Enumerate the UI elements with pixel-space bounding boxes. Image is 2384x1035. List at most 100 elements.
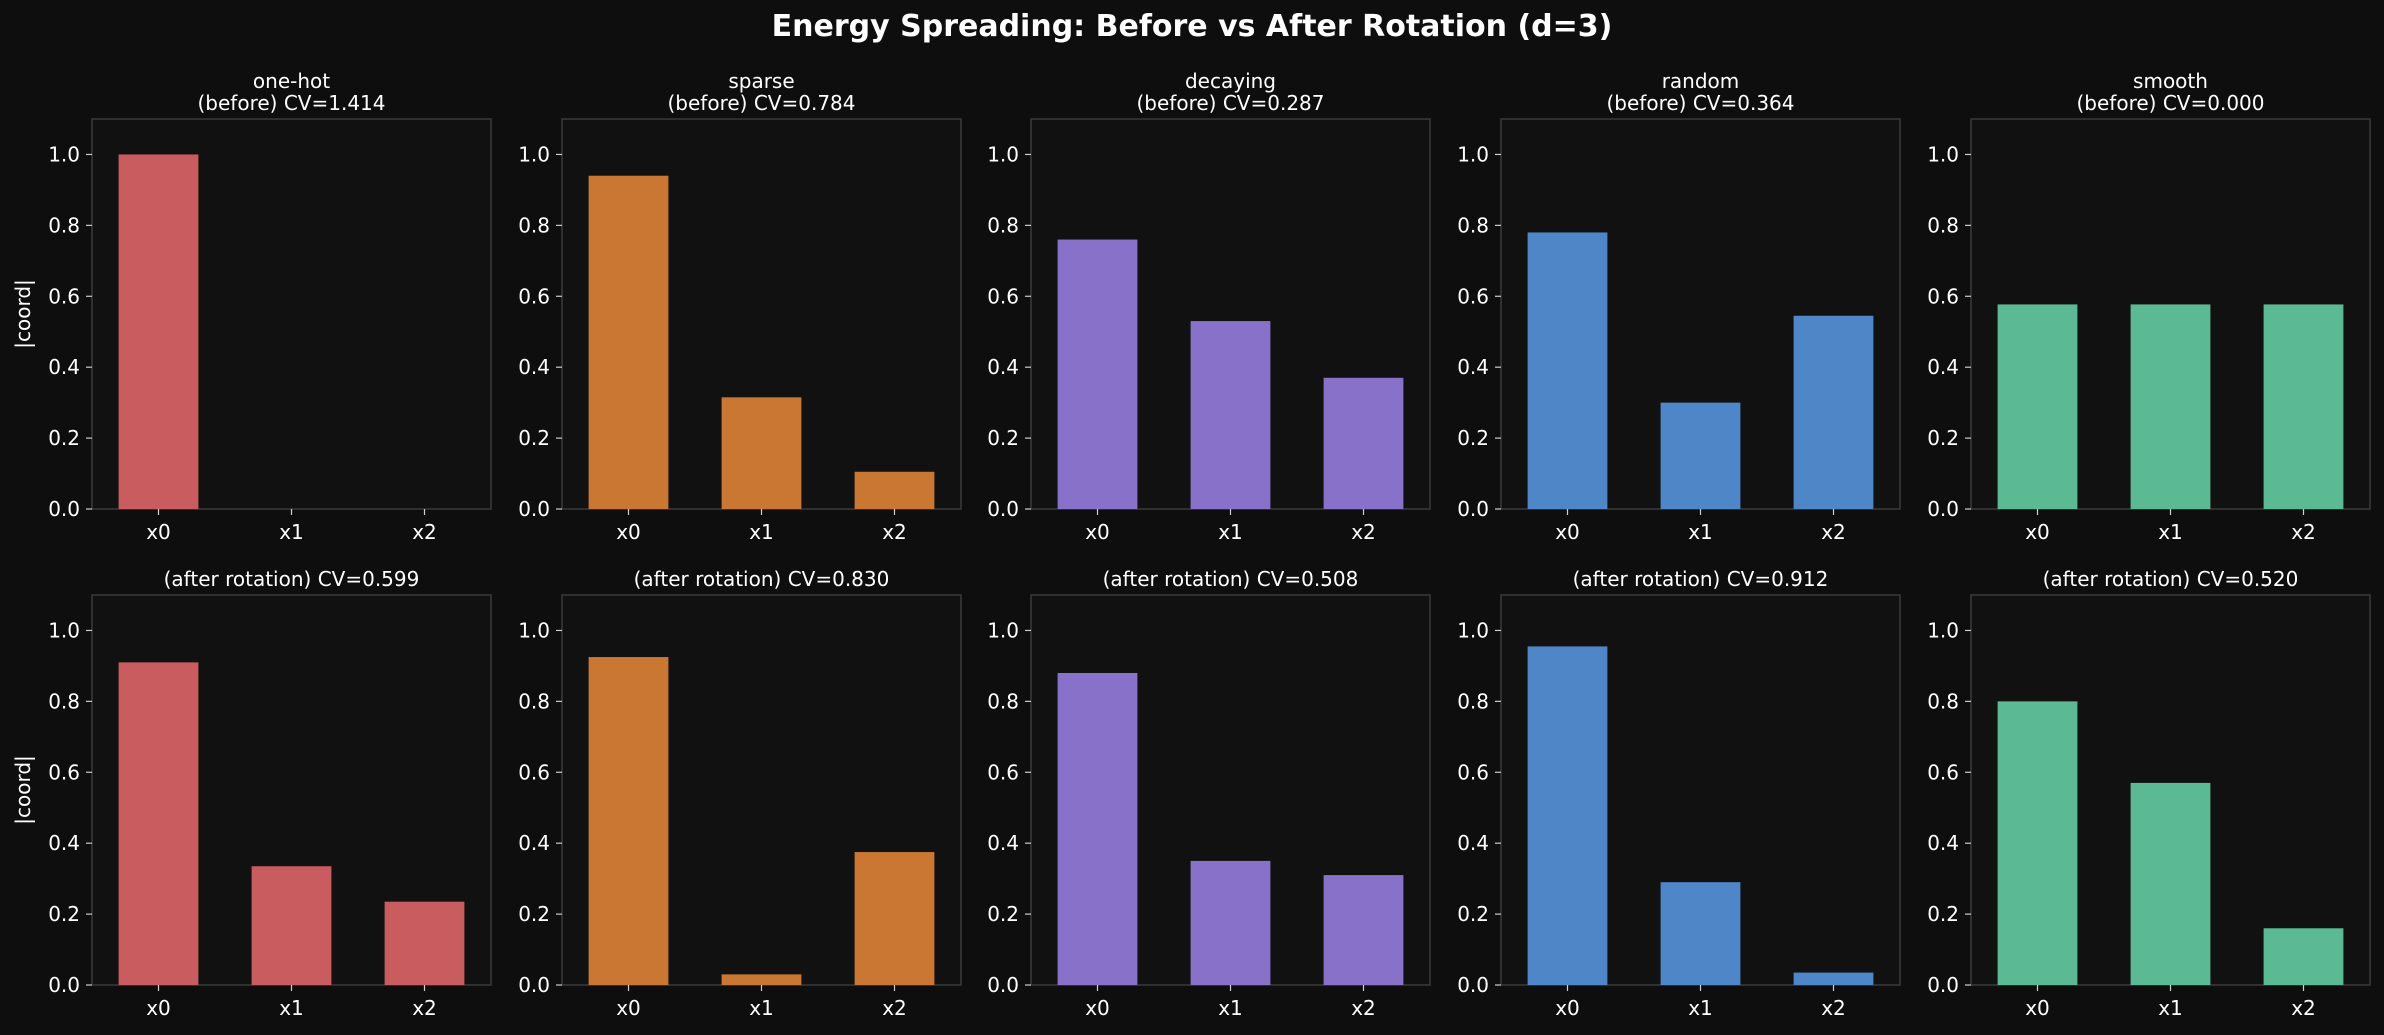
x-tick-label: x0 [146, 520, 171, 544]
y-tick-label: 0.0 [1457, 497, 1489, 521]
x-tick-label: x1 [2158, 520, 2183, 544]
x-tick-label: x1 [279, 520, 304, 544]
x-tick-label: x2 [412, 996, 437, 1020]
subplot-sparse-after: (after rotation) CV=0.830 0.0 0.2 0.4 0.6 0.8… [518, 567, 962, 1020]
x-tick-label: x2 [412, 520, 437, 544]
y-tick-label: 0.8 [987, 689, 1019, 713]
subplot-title: decaying (before) CV=0.287 [1137, 69, 1325, 115]
subplot-title-line: (before) CV=0.784 [668, 91, 856, 115]
x-tick-label: x0 [616, 996, 641, 1020]
subplot-one-hot-before: one-hot (before) CV=1.414 0.0 0.2 0.4 0.6 0.8 1… [11, 69, 492, 544]
y-tick-label: 0.6 [987, 284, 1019, 308]
y-tick-label: 0.2 [987, 426, 1019, 450]
bar-x1 [1660, 402, 1741, 509]
x-tick-label: x0 [1555, 520, 1580, 544]
y-tick-label: 0.0 [987, 497, 1019, 521]
y-tick-label: 0.2 [1927, 902, 1959, 926]
subplot-random-before: random (before) CV=0.364 0.0 0.2 0.4 0.6 0.8 1.… [1457, 69, 1901, 544]
y-tick-label: 0.6 [1927, 284, 1959, 308]
y-tick-label: 0.6 [48, 760, 80, 784]
bar-x2 [1323, 377, 1404, 509]
y-tick-label: 0.4 [1927, 355, 1959, 379]
y-tick-label: 0.8 [518, 213, 550, 237]
x-tick-label: x1 [1218, 996, 1243, 1020]
subplot-title-line: smooth [2133, 69, 2208, 93]
y-tick-label: 0.8 [987, 213, 1019, 237]
y-tick-label: 0.8 [518, 689, 550, 713]
y-tick-label: 0.0 [48, 497, 80, 521]
subplot-title-line: sparse [728, 69, 794, 93]
bar-x0 [118, 154, 199, 510]
y-tick-label: 0.0 [1927, 497, 1959, 521]
subplot-title: (after rotation) CV=0.520 [2043, 567, 2299, 591]
x-tick-label: x1 [1218, 520, 1243, 544]
subplot-title: random (before) CV=0.364 [1607, 69, 1795, 115]
x-tick-label: x1 [749, 520, 774, 544]
bar-x1 [2130, 304, 2211, 509]
y-tick-label: 0.6 [987, 760, 1019, 784]
y-tick-label: 1.0 [518, 142, 550, 166]
y-tick-label: 0.8 [48, 689, 80, 713]
bar-x0 [1527, 232, 1608, 510]
x-tick-label: x2 [1821, 996, 1846, 1020]
y-tick-label: 0.6 [518, 284, 550, 308]
subplot-title-line: (after rotation) CV=0.830 [634, 567, 890, 591]
y-tick-label: 0.0 [1457, 973, 1489, 997]
bar-x1 [1190, 321, 1271, 509]
x-tick-label: x1 [1688, 520, 1713, 544]
y-tick-label: 0.4 [48, 831, 80, 855]
x-tick-label: x2 [882, 996, 907, 1020]
y-tick-label: 1.0 [518, 618, 550, 642]
x-tick-label: x2 [2291, 520, 2316, 544]
subplot-title: (after rotation) CV=0.830 [634, 567, 890, 591]
subplot-decaying-before: decaying (before) CV=0.287 0.0 0.2 0.4 0.6 0.8… [987, 69, 1431, 544]
y-axis-label: |coord| [11, 755, 35, 825]
subplot-title-line: (after rotation) CV=0.520 [2043, 567, 2299, 591]
subplot-title: (after rotation) CV=0.508 [1103, 567, 1359, 591]
x-tick-label: x0 [1555, 996, 1580, 1020]
bar-x0 [1997, 304, 2078, 509]
subplot-title-line: (before) CV=0.000 [2077, 91, 2265, 115]
x-tick-label: x1 [749, 996, 774, 1020]
bar-x2 [1793, 972, 1874, 985]
bar-x0 [588, 175, 669, 509]
subplot-title-line: (after rotation) CV=0.599 [164, 567, 420, 591]
figure-title: Energy Spreading: Before vs After Rotati… [772, 9, 1613, 44]
subplot-title: smooth (before) CV=0.000 [2077, 69, 2265, 115]
y-tick-label: 0.4 [518, 355, 550, 379]
bar-x1 [721, 974, 802, 985]
y-tick-label: 1.0 [1457, 618, 1489, 642]
y-tick-label: 0.2 [48, 902, 80, 926]
x-tick-label: x1 [1688, 996, 1713, 1020]
x-tick-label: x0 [2025, 520, 2050, 544]
subplot-title-line: decaying [1185, 69, 1276, 93]
subplot-grid: one-hot (before) CV=1.414 0.0 0.2 0.4 0.6 0.8 1… [11, 69, 2371, 1020]
bar-x1 [1190, 860, 1271, 985]
subplot-title-line: (before) CV=1.414 [198, 91, 386, 115]
y-tick-label: 0.2 [1457, 902, 1489, 926]
subplot-title-line: random [1662, 69, 1740, 93]
x-tick-label: x2 [1351, 996, 1376, 1020]
y-tick-label: 1.0 [48, 618, 80, 642]
y-tick-label: 0.4 [48, 355, 80, 379]
y-tick-label: 0.4 [1927, 831, 1959, 855]
x-tick-label: x2 [1821, 520, 1846, 544]
y-tick-label: 1.0 [1457, 142, 1489, 166]
subplot-random-after: (after rotation) CV=0.912 0.0 0.2 0.4 0.6 0.8… [1457, 567, 1901, 1020]
y-tick-label: 0.0 [48, 973, 80, 997]
bar-x0 [588, 657, 669, 985]
y-tick-label: 0.6 [48, 284, 80, 308]
y-tick-label: 0.0 [518, 497, 550, 521]
x-tick-label: x2 [1351, 520, 1376, 544]
bar-x2 [384, 901, 465, 985]
y-axis-label: |coord| [11, 279, 35, 349]
subplot-title: one-hot (before) CV=1.414 [198, 69, 386, 115]
y-tick-label: 0.4 [1457, 831, 1489, 855]
x-tick-label: x1 [2158, 996, 2183, 1020]
subplot-title-line: (after rotation) CV=0.508 [1103, 567, 1359, 591]
subplot-smooth-before: smooth (before) CV=0.000 0.0 0.2 0.4 0.6 0.8 1.… [1927, 69, 2371, 544]
bar-x0 [1057, 673, 1138, 985]
x-tick-label: x2 [882, 520, 907, 544]
y-tick-label: 1.0 [987, 142, 1019, 166]
